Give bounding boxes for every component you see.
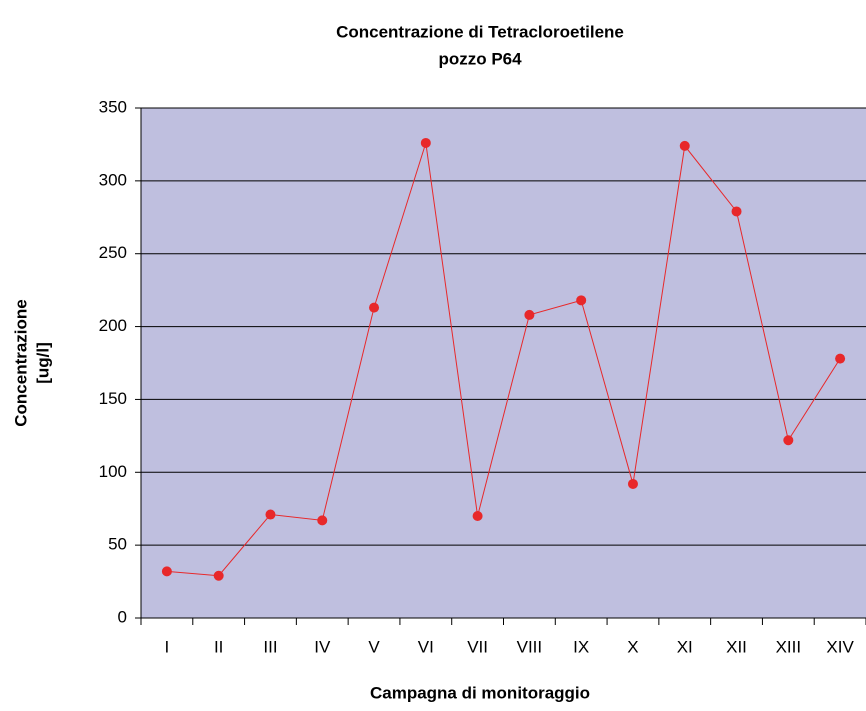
data-point	[679, 140, 690, 151]
x-tick-label: VIII	[517, 637, 543, 656]
y-tick-label: 250	[99, 243, 127, 262]
data-point	[524, 309, 535, 320]
y-tick-label: 0	[118, 607, 127, 626]
y-tick-label: 100	[99, 462, 127, 481]
x-tick-label: XIV	[826, 637, 854, 656]
x-tick-label: XI	[677, 637, 693, 656]
y-tick-label: 300	[99, 170, 127, 189]
y-axis-label: Concentrazione	[11, 299, 30, 427]
data-point	[472, 511, 483, 521]
y-tick-label: 200	[99, 316, 127, 335]
data-point	[576, 295, 587, 306]
chart-subtitle: pozzo P64	[438, 49, 522, 68]
data-point	[213, 570, 224, 581]
data-point	[783, 435, 794, 446]
y-tick-label: 350	[99, 97, 127, 116]
x-tick-label: XII	[726, 637, 747, 656]
data-point	[731, 206, 742, 217]
x-tick-label: IV	[314, 637, 331, 656]
x-tick-label: II	[214, 637, 223, 656]
series-line	[166, 142, 841, 577]
y-tick-label: 50	[108, 535, 127, 554]
x-tick-label: VI	[418, 637, 434, 656]
data-point	[627, 478, 638, 489]
x-tick-label: XIII	[776, 637, 802, 656]
y-tick-label: 150	[99, 389, 127, 408]
x-tick-label: VII	[467, 637, 488, 656]
data-point	[265, 509, 276, 520]
x-tick-label: IX	[573, 637, 589, 656]
x-tick-label: X	[627, 637, 638, 656]
x-tick-label: III	[263, 637, 277, 656]
data-point	[420, 137, 431, 148]
x-tick-label: V	[368, 637, 380, 656]
y-axis-label: [ug/l]	[33, 342, 52, 384]
chart-title: Concentrazione di Tetracloroetilene	[336, 22, 624, 41]
data-point	[835, 353, 846, 364]
data-point	[317, 515, 328, 526]
plot-area	[141, 108, 866, 618]
x-axis-label: Campagna di monitoraggio	[370, 683, 590, 702]
x-tick-label: I	[165, 637, 170, 656]
data-point	[369, 302, 380, 313]
data-point	[161, 566, 172, 577]
